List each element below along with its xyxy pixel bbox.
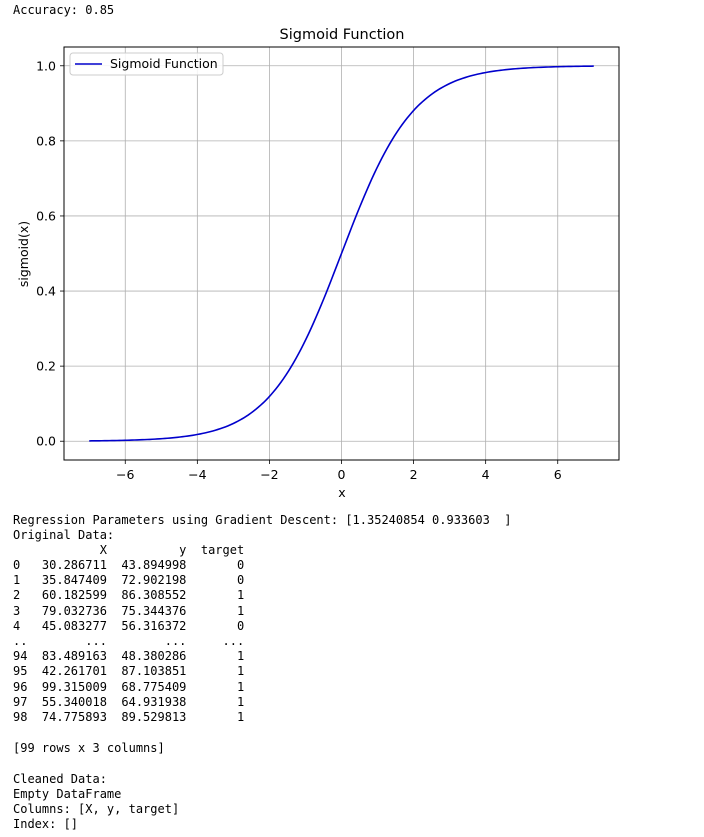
x-tick-label: 6 (554, 467, 562, 482)
y-axis-label: sigmoid(x) (16, 221, 31, 287)
legend-label: Sigmoid Function (110, 56, 218, 71)
empty-dataframe-line: Empty DataFrame (13, 787, 122, 801)
x-tick-label: 4 (482, 467, 490, 482)
legend: Sigmoid Function (69, 52, 224, 76)
table-row: 97 55.340018 64.931938 1 (13, 694, 245, 709)
cleaned-data-header: Cleaned Data: (13, 772, 107, 786)
y-tick-label: 0.6 (36, 208, 56, 223)
table-row: 4 45.083277 56.316372 0 (13, 618, 245, 633)
table-row: 95 42.261701 87.103851 1 (13, 664, 245, 679)
table-row: 3 79.032736 75.344376 1 (13, 603, 245, 618)
accuracy-output: Accuracy: 0.85 (13, 3, 115, 17)
sigmoid-chart: Sigmoid Function −6 −4 −2 0 2 4 6 0.0 0.2 0.4 0.6 0… (16, 27, 620, 500)
x-tick-label: 0 (338, 467, 346, 482)
x-tick-label: −4 (188, 467, 206, 482)
regression-output: Regression Parameters using Gradient Des… (13, 513, 512, 527)
grid-lines (64, 47, 619, 460)
table-row: 98 74.775893 89.529813 1 (13, 710, 245, 724)
columns-line: Columns: [X, y, target] (13, 802, 180, 816)
table-row: 94 83.489163 48.380286 1 (13, 649, 245, 664)
sigmoid-series-line (89, 65, 594, 442)
dataframe-shape: [99 rows x 3 columns] (13, 741, 165, 755)
table-header-row: X y target (13, 543, 245, 557)
legend-box (69, 52, 224, 76)
x-tick-label: 2 (410, 467, 418, 482)
axis-ticks: −6 −4 −2 0 2 4 6 0.0 0.2 0.4 0.6 0.8 1.0 (36, 58, 562, 482)
y-tick-label: 1.0 (36, 58, 56, 73)
y-tick-label: 0.0 (36, 434, 56, 449)
table-row: .. ... ... ... (13, 634, 245, 648)
table-row: 0 30.286711 43.894998 0 (13, 558, 245, 572)
y-tick-label: 0.2 (36, 359, 56, 374)
chart-title: Sigmoid Function (280, 27, 405, 43)
x-tick-label: −6 (116, 467, 134, 482)
original-data-header: Original Data: (13, 528, 115, 542)
table-row: 1 35.847409 72.902198 0 (13, 573, 245, 588)
y-tick-label: 0.8 (36, 133, 56, 148)
table-row: 2 60.182599 86.308552 1 (13, 588, 245, 603)
table-row: 96 99.315009 68.775409 1 (13, 679, 245, 694)
x-tick-label: −2 (260, 467, 278, 482)
x-axis-label: x (338, 485, 345, 500)
y-tick-label: 0.4 (36, 284, 56, 299)
index-line: Index: [] (13, 817, 79, 831)
